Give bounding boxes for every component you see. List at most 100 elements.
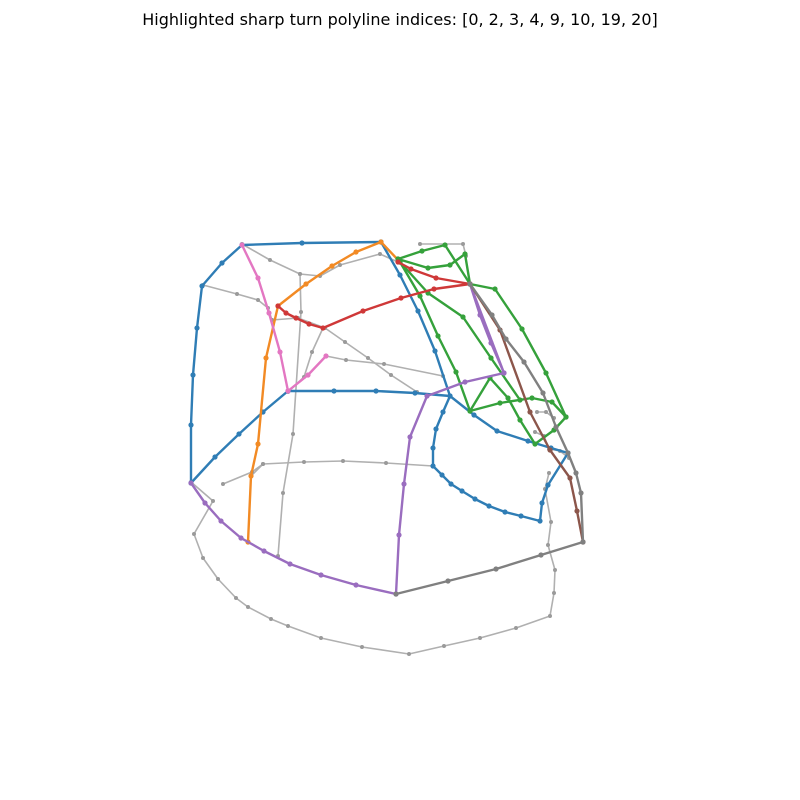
polyline-vertex bbox=[431, 286, 437, 292]
polyline-vertex bbox=[488, 355, 494, 361]
polyline-vertex bbox=[246, 605, 250, 609]
background-polyline-g2 bbox=[270, 316, 419, 394]
polyline-path bbox=[241, 243, 399, 277]
polyline-vertex bbox=[547, 471, 551, 475]
polyline-vertex bbox=[299, 240, 305, 246]
polyline-vertex bbox=[442, 644, 446, 648]
polyline-vertex bbox=[545, 482, 551, 488]
polyline-vertex bbox=[248, 473, 254, 479]
polyline-vertex bbox=[302, 460, 306, 464]
polyline-vertex bbox=[199, 283, 205, 289]
background-polyline-g9 bbox=[189, 471, 557, 656]
polyline-vertex bbox=[432, 348, 438, 354]
polyline-vertex bbox=[467, 408, 473, 414]
polyline-vertex bbox=[440, 409, 446, 415]
polyline-vertex bbox=[462, 251, 468, 257]
polyline-vertex bbox=[552, 591, 556, 595]
polyline-vertex bbox=[430, 445, 436, 451]
polyline-vertex bbox=[533, 430, 537, 434]
polyline-vertex bbox=[580, 539, 586, 545]
polyline-vertex bbox=[396, 532, 402, 538]
polyline-vertex bbox=[425, 265, 431, 271]
polyline-vertex bbox=[527, 409, 533, 415]
polyline-vertex bbox=[188, 480, 194, 486]
polyline-vertex bbox=[378, 239, 384, 245]
polyline-vertex bbox=[442, 242, 448, 248]
polyline-vertex bbox=[462, 379, 468, 385]
polyline-vertex bbox=[318, 572, 324, 578]
highlighted-polyline-p0 bbox=[188, 239, 571, 524]
polyline-vertex bbox=[353, 249, 359, 255]
polyline-vertex bbox=[459, 488, 465, 494]
polyline-vertex bbox=[488, 340, 494, 346]
polyline-vertex bbox=[549, 399, 555, 405]
polyline-vertex bbox=[549, 520, 553, 524]
polyline-vertex bbox=[547, 447, 553, 453]
polyline-vertex bbox=[505, 395, 511, 401]
polyline-vertex bbox=[418, 242, 422, 246]
polyline-path bbox=[394, 282, 585, 596]
polyline-vertex bbox=[453, 369, 459, 375]
polyline-vertex bbox=[343, 340, 347, 344]
polyline-path bbox=[276, 260, 472, 330]
polyline-vertex bbox=[529, 395, 535, 401]
polyline-path bbox=[287, 327, 324, 393]
polyline-vertex bbox=[525, 438, 531, 444]
polyline-vertex bbox=[281, 491, 285, 495]
polyline-vertex bbox=[261, 462, 265, 466]
polyline-vertex bbox=[573, 470, 579, 476]
polyline-vertex bbox=[341, 459, 345, 463]
polyline-vertex bbox=[546, 543, 550, 547]
polyline-vertex bbox=[373, 388, 379, 394]
polyline-vertex bbox=[291, 432, 295, 436]
polyline-vertex bbox=[305, 372, 311, 378]
polyline-vertex bbox=[407, 652, 411, 656]
polyline-vertex bbox=[439, 472, 445, 478]
polyline-vertex bbox=[192, 532, 196, 536]
polyline-vertex bbox=[412, 390, 418, 396]
polyline-vertex bbox=[553, 568, 557, 572]
polyline-vertex bbox=[398, 295, 404, 301]
polyline-vertex bbox=[239, 242, 245, 248]
polyline-vertex bbox=[269, 617, 273, 621]
polyline-vertex bbox=[303, 281, 309, 287]
polyline-vertex bbox=[323, 353, 329, 359]
polyline-vertex bbox=[543, 370, 549, 376]
polyline-vertex bbox=[540, 390, 546, 396]
background-polyline-g8 bbox=[221, 462, 265, 486]
polyline-vertex bbox=[448, 481, 454, 487]
polyline-vertex bbox=[503, 336, 509, 342]
polyline-vertex bbox=[417, 293, 423, 299]
polyline-vertex bbox=[447, 262, 453, 268]
polyline-vertex bbox=[384, 461, 388, 465]
polyline-vertex bbox=[211, 499, 215, 503]
polyline-vertex bbox=[532, 441, 538, 447]
figure-title: Highlighted sharp turn polyline indices:… bbox=[142, 10, 658, 29]
polyline-vertex bbox=[238, 535, 244, 541]
polyline-vertex bbox=[424, 393, 430, 399]
polyline-vertex bbox=[298, 272, 302, 276]
polyline-vertex bbox=[519, 326, 525, 332]
polyline-vertex bbox=[486, 503, 492, 509]
polyline-vertex bbox=[344, 358, 348, 362]
polyline-vertex bbox=[255, 441, 261, 447]
polyline-vertex bbox=[287, 561, 293, 567]
polyline-vertex bbox=[194, 325, 200, 331]
polyline-vertex bbox=[234, 596, 238, 600]
polyline-vertex bbox=[447, 393, 453, 399]
polyline-vertex bbox=[578, 490, 584, 496]
polyline-vertex bbox=[221, 482, 225, 486]
polyline-vertex bbox=[256, 298, 260, 302]
polyline-vertex bbox=[502, 509, 508, 515]
background-polyline-g5 bbox=[286, 326, 325, 394]
polyline-vertex bbox=[537, 518, 543, 524]
polyline-vertex bbox=[360, 308, 366, 314]
polyline-vertex bbox=[501, 370, 507, 376]
polyline-vertex bbox=[320, 325, 326, 331]
polyline-vertex bbox=[306, 321, 312, 327]
polyline-vertex bbox=[212, 454, 218, 460]
polyline-path bbox=[271, 317, 418, 393]
polyline-vertex bbox=[489, 312, 495, 318]
polyline-vertex bbox=[395, 259, 401, 265]
